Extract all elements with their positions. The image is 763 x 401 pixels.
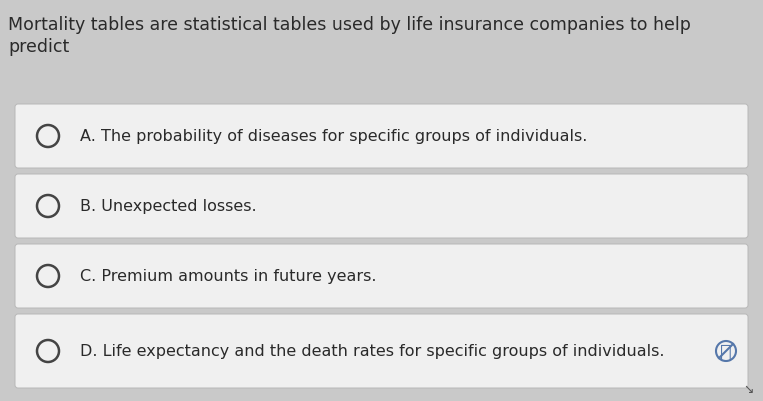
Text: A. The probability of diseases for specific groups of individuals.: A. The probability of diseases for speci… xyxy=(80,129,588,144)
Text: predict: predict xyxy=(8,38,69,56)
FancyBboxPatch shape xyxy=(15,105,748,168)
Text: D. Life expectancy and the death rates for specific groups of individuals.: D. Life expectancy and the death rates f… xyxy=(80,344,665,358)
Text: C. Premium amounts in future years.: C. Premium amounts in future years. xyxy=(80,269,376,284)
Text: B. Unexpected losses.: B. Unexpected losses. xyxy=(80,199,256,214)
FancyBboxPatch shape xyxy=(15,174,748,239)
FancyBboxPatch shape xyxy=(15,244,748,308)
FancyBboxPatch shape xyxy=(15,314,748,388)
Text: ⃘: ⃘ xyxy=(720,342,732,360)
Text: Mortality tables are statistical tables used by life insurance companies to help: Mortality tables are statistical tables … xyxy=(8,16,691,34)
Text: ↘: ↘ xyxy=(743,382,754,395)
